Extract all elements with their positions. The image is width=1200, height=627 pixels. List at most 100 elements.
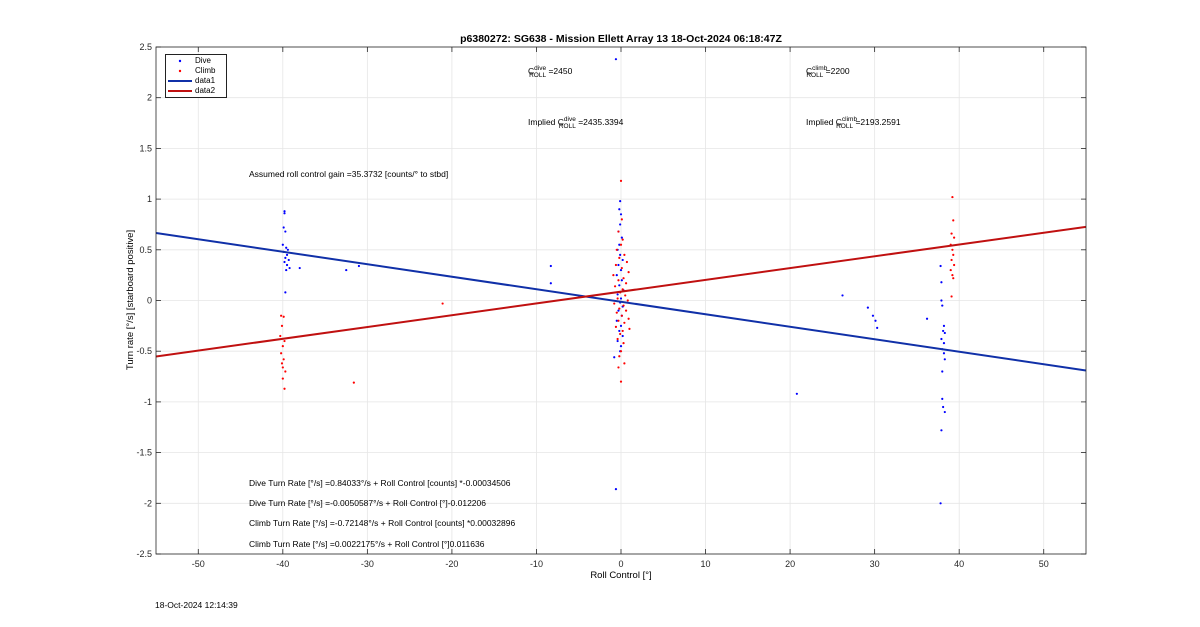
dive-point	[841, 294, 844, 297]
climb-point	[614, 263, 618, 267]
x-tick-label: -40	[276, 559, 289, 569]
climb-point	[623, 362, 626, 365]
dive-point	[621, 258, 624, 262]
x-axis-label: Roll Control [°]	[590, 570, 651, 581]
climb-point	[953, 263, 956, 267]
climb-point	[621, 288, 624, 291]
x-tick-label: 20	[785, 559, 795, 569]
x-tick-label: -10	[530, 559, 543, 569]
data1-line-icon	[168, 80, 192, 82]
climb-point	[282, 358, 285, 361]
dive-point	[281, 243, 284, 246]
dive-point	[616, 293, 619, 296]
dive-point	[284, 291, 287, 294]
annotation-c-roll-climb: CclimbROLL =2200	[806, 65, 850, 79]
dive-point	[618, 329, 621, 333]
climb-point	[620, 266, 623, 270]
dive-point	[940, 281, 943, 284]
climb-point	[281, 366, 284, 369]
annotation-dive-fit-counts: Dive Turn Rate [°/s] =0.84033°/s + Roll …	[249, 478, 511, 488]
dive-point	[614, 58, 618, 61]
y-tick-label: 1.5	[139, 143, 152, 153]
x-tick-label: -30	[361, 559, 374, 569]
dive-point	[942, 324, 946, 327]
dive-point	[285, 263, 289, 267]
dive-point	[618, 284, 621, 287]
dive-point	[298, 266, 301, 270]
climb-marker-icon	[178, 69, 182, 73]
legend-item-data1: data1	[166, 76, 226, 86]
climb-point	[281, 377, 284, 380]
y-tick-label: 0.5	[139, 245, 152, 255]
climb-point	[950, 258, 953, 262]
dive-point	[283, 212, 286, 215]
annotation-dive-fit-degrees: Dive Turn Rate [°/s] =-0.0050587°/s + Ro…	[249, 498, 486, 508]
y-tick-label: -2.5	[136, 549, 152, 559]
dive-point	[282, 226, 285, 229]
climb-point	[612, 274, 615, 277]
dive-point	[615, 274, 618, 277]
x-tick-label: 40	[954, 559, 964, 569]
dive-point	[942, 329, 945, 333]
dive-point	[940, 337, 943, 341]
dive-point	[939, 502, 942, 505]
dive-point	[866, 306, 869, 309]
climb-point	[953, 236, 956, 239]
climb-point	[624, 282, 628, 285]
x-tick-label: -20	[445, 559, 458, 569]
climb-point	[617, 366, 620, 369]
dive-point	[619, 223, 622, 226]
dive-point	[283, 210, 286, 213]
climb-point	[627, 271, 630, 274]
legend-label-dive: Dive	[195, 56, 212, 65]
dive-point	[287, 258, 290, 262]
dive-point	[288, 266, 291, 270]
annotation-c-roll-dive: CdiveROLL =2450	[528, 65, 573, 79]
dive-point	[619, 345, 623, 348]
y-tick-label: -2	[144, 498, 152, 508]
dive-point	[613, 356, 616, 359]
climb-point	[619, 243, 623, 246]
dive-point	[619, 268, 623, 272]
dive-point	[942, 405, 945, 409]
climb-point	[280, 324, 284, 327]
dive-point	[941, 304, 944, 307]
climb-point	[441, 302, 444, 305]
dive-point	[943, 358, 946, 361]
climb-point	[623, 321, 626, 324]
y-tick-label: 1	[147, 194, 152, 204]
legend-label-data2: data2	[195, 86, 216, 95]
climb-point	[619, 332, 622, 336]
climb-point	[620, 218, 623, 221]
data2-line-icon	[168, 90, 192, 92]
plot-area	[156, 58, 1086, 505]
legend-label-data1: data1	[195, 76, 216, 85]
dive-point	[284, 256, 287, 260]
climb-point	[626, 299, 629, 302]
climb-point	[622, 277, 625, 280]
climb-point	[619, 350, 623, 353]
climb-point	[279, 334, 282, 338]
climb-point	[952, 277, 955, 280]
dive-point	[283, 260, 286, 264]
dive-point	[942, 352, 946, 355]
legend-item-climb: Climb	[166, 66, 226, 76]
series-layer	[156, 58, 1086, 505]
dive-point	[942, 341, 946, 345]
climb-point	[615, 311, 618, 314]
dive-point	[943, 331, 946, 335]
footer-timestamp: 18-Oct-2024 12:14:39	[155, 600, 238, 610]
x-tick-label: 50	[1039, 559, 1049, 569]
climb-point	[949, 268, 952, 272]
climb-point	[951, 195, 954, 199]
dive-point	[345, 268, 348, 272]
dive-point	[876, 326, 879, 329]
dive-point	[618, 243, 621, 246]
climb-point	[952, 253, 955, 256]
annotation-climb-fit-counts: Climb Turn Rate [°/s] =-0.72148°/s + Rol…	[249, 518, 516, 528]
climb-point	[619, 380, 623, 383]
x-tick-label: 0	[618, 559, 623, 569]
climb-point	[281, 345, 284, 348]
y-tick-label: 2.5	[139, 42, 152, 52]
